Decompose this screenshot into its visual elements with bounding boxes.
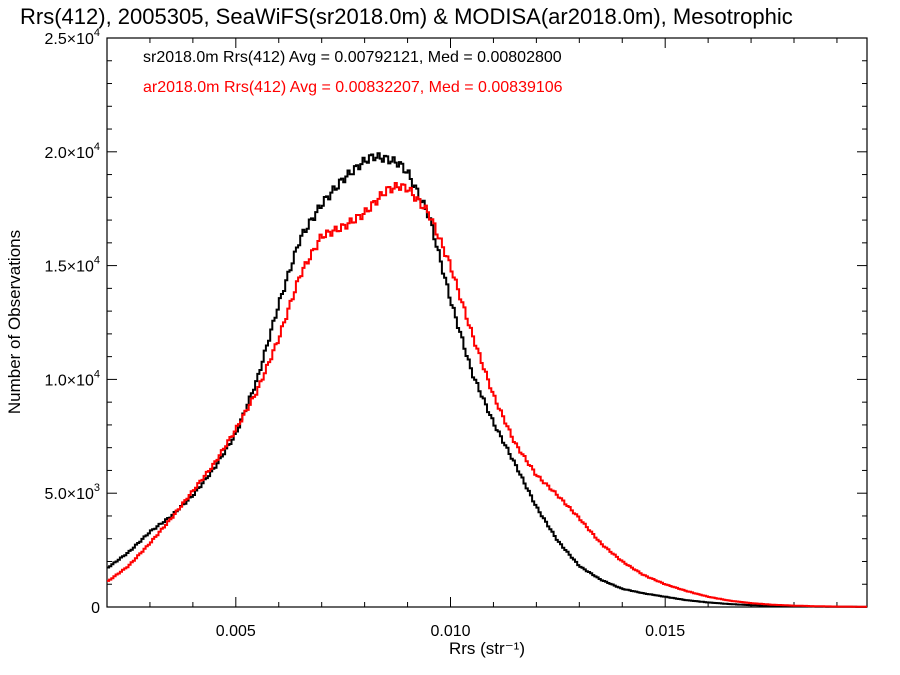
legend-entry-sr2018: sr2018.0m Rrs(412) Avg = 0.00792121, Med…	[143, 49, 562, 66]
x-axis-label: Rrs (str⁻¹)	[449, 639, 525, 658]
legend-entry-ar2018: ar2018.0m Rrs(412) Avg = 0.00832207, Med…	[143, 79, 563, 96]
x-tick-labels: 0.005 0.010 0.015	[216, 623, 686, 640]
x-tick-label: 0.010	[430, 623, 470, 640]
x-tick-label: 0.005	[216, 623, 256, 640]
series-group	[107, 152, 867, 608]
y-tick-label: 2.0×104	[44, 141, 100, 162]
axis-ticks	[106, 37, 867, 608]
y-axis-label: Number of Observations	[5, 230, 24, 414]
y-tick-label: 5.0×103	[44, 482, 100, 503]
x-tick-label: 0.015	[645, 623, 685, 640]
y-tick-label: 2.5×104	[44, 27, 100, 48]
y-tick-labels: 0 5.0×103 1.0×104 1.5×104 2.0×104 2.5×104	[44, 27, 100, 617]
plot-frame	[106, 37, 868, 608]
y-tick-label: 1.5×104	[44, 255, 100, 276]
y-tick-label: 0	[91, 600, 100, 617]
chart-title: Rrs(412), 2005305, SeaWiFS(sr2018.0m) & …	[20, 4, 793, 29]
series-line-ar2018	[107, 182, 867, 608]
y-tick-label: 1.0×104	[44, 368, 100, 389]
